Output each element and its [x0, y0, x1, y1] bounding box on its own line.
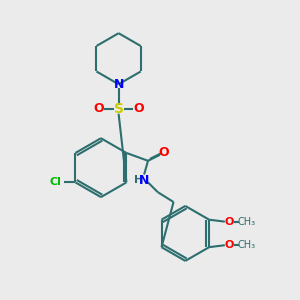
Text: O: O [94, 102, 104, 115]
Text: O: O [224, 217, 233, 226]
Text: O: O [133, 102, 143, 115]
Text: H: H [134, 176, 143, 185]
Text: CH₃: CH₃ [237, 217, 256, 226]
Text: Cl: Cl [50, 177, 62, 188]
Text: CH₃: CH₃ [237, 240, 256, 250]
Text: N: N [113, 78, 124, 91]
Text: O: O [224, 240, 233, 250]
Text: O: O [158, 146, 169, 159]
Text: S: S [114, 102, 124, 116]
Text: N: N [139, 174, 149, 187]
